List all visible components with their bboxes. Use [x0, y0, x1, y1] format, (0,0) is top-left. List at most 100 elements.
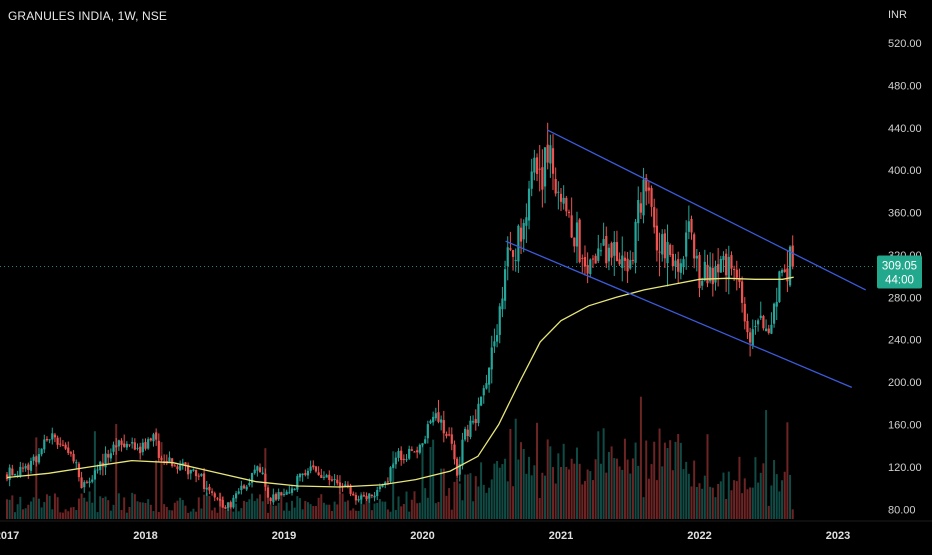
- volume-bar: [115, 424, 118, 519]
- volume-bar: [727, 471, 730, 519]
- volume-bar: [285, 502, 288, 519]
- volume-bar: [589, 471, 592, 519]
- trendline[interactable]: [546, 129, 866, 291]
- volume-bar: [296, 496, 299, 519]
- candle-body: [693, 234, 696, 259]
- candle-body: [663, 233, 666, 259]
- volume-bar: [251, 493, 254, 519]
- volume-bar: [69, 507, 72, 519]
- candle-body: [557, 191, 560, 193]
- trendline[interactable]: [505, 240, 853, 388]
- overlay-lines: [6, 129, 866, 488]
- candle-body: [197, 475, 200, 477]
- candle-body: [738, 278, 741, 282]
- candle-body: [498, 306, 501, 335]
- candle-body: [658, 251, 661, 253]
- volume-bar: [583, 481, 586, 519]
- candle-body: [160, 457, 163, 460]
- candle-body: [647, 187, 650, 191]
- volume-bar: [101, 498, 104, 519]
- volume-bar: [195, 511, 198, 519]
- candle-body: [772, 303, 776, 324]
- volume-bar: [53, 493, 56, 519]
- candle-body: [573, 237, 576, 247]
- volume-bar: [618, 466, 621, 519]
- candle-body: [506, 247, 509, 266]
- candle-body: [517, 225, 520, 262]
- volume-bar: [690, 486, 693, 519]
- volume-bar: [469, 473, 472, 519]
- candle-body: [250, 473, 254, 483]
- candle-body: [482, 388, 485, 396]
- volume-bar: [655, 480, 658, 519]
- candle-body: [306, 470, 310, 476]
- volume-bar: [490, 479, 493, 519]
- candle-body: [711, 267, 714, 285]
- candle-body: [37, 454, 41, 463]
- volume-bar: [544, 475, 547, 519]
- volume-bar: [325, 504, 328, 519]
- volume-bar: [573, 463, 576, 519]
- price-badge-value: 309.05: [882, 261, 917, 273]
- candle-body: [479, 396, 483, 406]
- candle-body: [642, 179, 645, 216]
- candle-body: [762, 316, 765, 329]
- volume-bar: [493, 463, 496, 519]
- candle-body: [775, 301, 778, 307]
- volume-bar: [176, 500, 179, 519]
- volume-bar: [237, 511, 240, 519]
- candle-body: [75, 462, 78, 464]
- candle-body: [610, 242, 613, 258]
- volume-bar: [448, 488, 451, 519]
- candle-body: [408, 448, 411, 459]
- volume-bar: [213, 507, 216, 519]
- volume-bar: [139, 502, 142, 519]
- volume-bar: [45, 494, 48, 519]
- candle-body: [333, 479, 336, 481]
- volume-bar: [216, 512, 219, 519]
- candle-body: [453, 444, 456, 460]
- candle-body: [743, 303, 746, 322]
- volume-bar: [352, 508, 355, 519]
- volume-bar: [421, 442, 424, 519]
- volume-bar: [501, 464, 504, 519]
- volume-bar: [679, 442, 682, 519]
- volume-bar: [384, 501, 387, 519]
- candle-body: [759, 315, 762, 318]
- volume-bar: [432, 439, 435, 519]
- candle-body: [290, 488, 294, 493]
- candle-body: [104, 453, 107, 468]
- volume-bar: [123, 497, 126, 519]
- volume-bar: [157, 512, 160, 519]
- volume-bar: [456, 478, 459, 519]
- volume-bar: [789, 474, 792, 519]
- volume-bar: [687, 473, 690, 519]
- volume-bar: [131, 492, 134, 519]
- volume-bar: [256, 498, 259, 519]
- candle-body: [8, 467, 11, 480]
- candle-body: [541, 167, 544, 190]
- volume-bar: [498, 467, 501, 519]
- candle-body: [320, 475, 323, 478]
- candle-body: [394, 457, 397, 465]
- volume-bar: [599, 463, 602, 519]
- volume-bar: [607, 451, 610, 519]
- volume-bar: [445, 495, 448, 519]
- candle-body: [48, 439, 51, 441]
- volume-bar: [141, 502, 144, 519]
- candle-body: [51, 433, 54, 440]
- volume-bar: [610, 446, 613, 519]
- volume-bar: [211, 510, 214, 519]
- volume-bar: [29, 501, 32, 519]
- candle-body: [432, 416, 435, 423]
- candle-body: [29, 460, 33, 471]
- candle-body: [464, 428, 467, 440]
- candle-body: [40, 448, 43, 455]
- volume-bar: [317, 497, 320, 519]
- price-badge: 309.05 44:00: [877, 255, 922, 289]
- volume-bar: [746, 489, 749, 519]
- candles: [5, 122, 794, 512]
- candle-body: [13, 474, 17, 476]
